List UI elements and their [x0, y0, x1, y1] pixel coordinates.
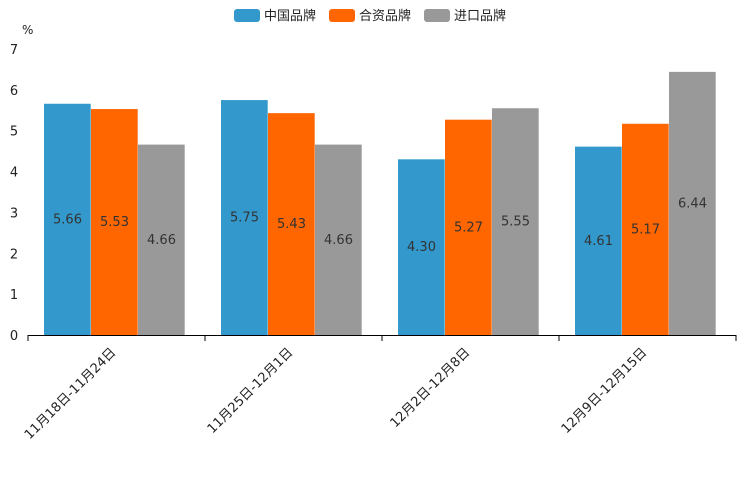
y-tick-label: 4: [10, 166, 18, 181]
bar: [268, 113, 315, 335]
bar: [91, 109, 138, 335]
legend-swatch: [234, 9, 260, 22]
y-tick-label: 7: [10, 43, 18, 58]
legend-label: 进口品牌: [454, 8, 506, 24]
y-tick-label: 2: [10, 247, 18, 262]
data-label: 5.17: [631, 222, 660, 237]
data-label: 6.44: [678, 196, 707, 211]
data-label: 5.53: [100, 215, 129, 230]
bar: [445, 119, 492, 335]
data-label: 4.30: [407, 240, 436, 255]
legend-label: 合资品牌: [359, 8, 411, 24]
bar: [315, 144, 362, 335]
legend: 中国品牌 合资品牌 进口品牌: [234, 8, 506, 24]
data-label: 4.66: [147, 233, 176, 248]
y-tick-label: 0: [10, 329, 18, 344]
data-label: 5.43: [277, 217, 306, 232]
legend-label: 中国品牌: [264, 8, 316, 24]
bar: [221, 100, 268, 335]
data-label: 5.27: [454, 220, 483, 235]
bar: [44, 103, 91, 336]
legend-item[interactable]: 进口品牌: [424, 8, 506, 24]
y-tick-label: 3: [10, 206, 18, 221]
legend-swatch: [329, 9, 355, 22]
bar: [492, 108, 539, 335]
legend-item[interactable]: 中国品牌: [234, 8, 316, 24]
x-tick-label: 12月9日-12月15日: [559, 345, 651, 437]
x-tick-label: 11月25日-12月1日: [205, 345, 297, 437]
x-tick-label: 11月18日-11月24日: [22, 345, 119, 442]
x-axis: 11月18日-11月24日 11月25日-12月1日 12月2日-12月8日 12月9…: [22, 335, 737, 443]
y-tick-label: 6: [10, 84, 18, 99]
data-label: 5.66: [53, 212, 82, 227]
x-tick-label: 12月2日-12月8日: [388, 345, 474, 431]
y-axis: 0 1 2 3 4 5 6 7: [10, 43, 18, 344]
bar: [622, 123, 669, 335]
bars: 5.66 5.53 4.66 5.75 5.43 4.66 4.30 5.27 5.55 4.61…: [44, 71, 716, 336]
bar: [575, 146, 622, 335]
data-label: 4.66: [324, 233, 353, 248]
data-label: 5.75: [230, 211, 259, 226]
y-tick-label: 1: [10, 288, 18, 303]
y-tick-label: 5: [10, 125, 18, 140]
bar: [398, 159, 445, 335]
y-axis-unit-label: %: [22, 23, 33, 37]
legend-swatch: [424, 9, 450, 22]
bar: [138, 144, 185, 335]
data-label: 5.55: [501, 215, 530, 230]
data-label: 4.61: [584, 234, 613, 249]
bar: [669, 71, 716, 335]
legend-item[interactable]: 合资品牌: [329, 8, 411, 24]
